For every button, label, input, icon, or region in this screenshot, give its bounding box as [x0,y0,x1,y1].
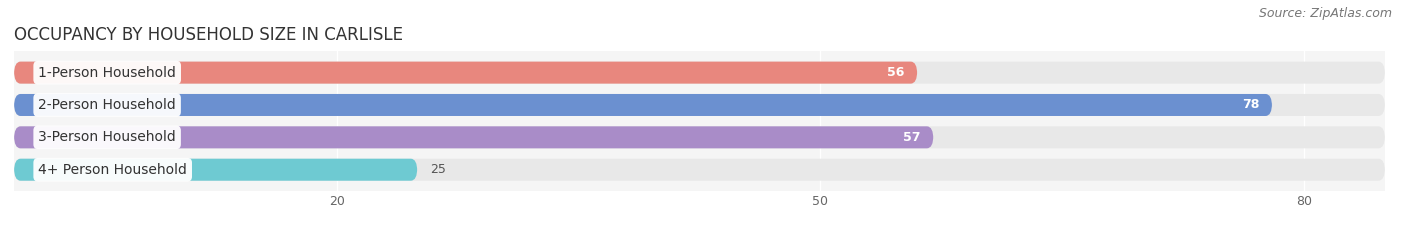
Text: 57: 57 [903,131,921,144]
Text: 2-Person Household: 2-Person Household [38,98,176,112]
Text: 1-Person Household: 1-Person Household [38,66,176,80]
FancyBboxPatch shape [14,126,1385,148]
Text: 3-Person Household: 3-Person Household [38,130,176,144]
Text: OCCUPANCY BY HOUSEHOLD SIZE IN CARLISLE: OCCUPANCY BY HOUSEHOLD SIZE IN CARLISLE [14,26,404,44]
FancyBboxPatch shape [14,62,1385,84]
FancyBboxPatch shape [14,159,418,181]
Text: 56: 56 [887,66,904,79]
FancyBboxPatch shape [14,94,1272,116]
Text: Source: ZipAtlas.com: Source: ZipAtlas.com [1258,7,1392,20]
FancyBboxPatch shape [14,62,917,84]
Text: 4+ Person Household: 4+ Person Household [38,163,187,177]
Text: 25: 25 [430,163,446,176]
FancyBboxPatch shape [14,94,1385,116]
FancyBboxPatch shape [14,159,1385,181]
Text: 78: 78 [1241,99,1260,111]
FancyBboxPatch shape [14,126,934,148]
